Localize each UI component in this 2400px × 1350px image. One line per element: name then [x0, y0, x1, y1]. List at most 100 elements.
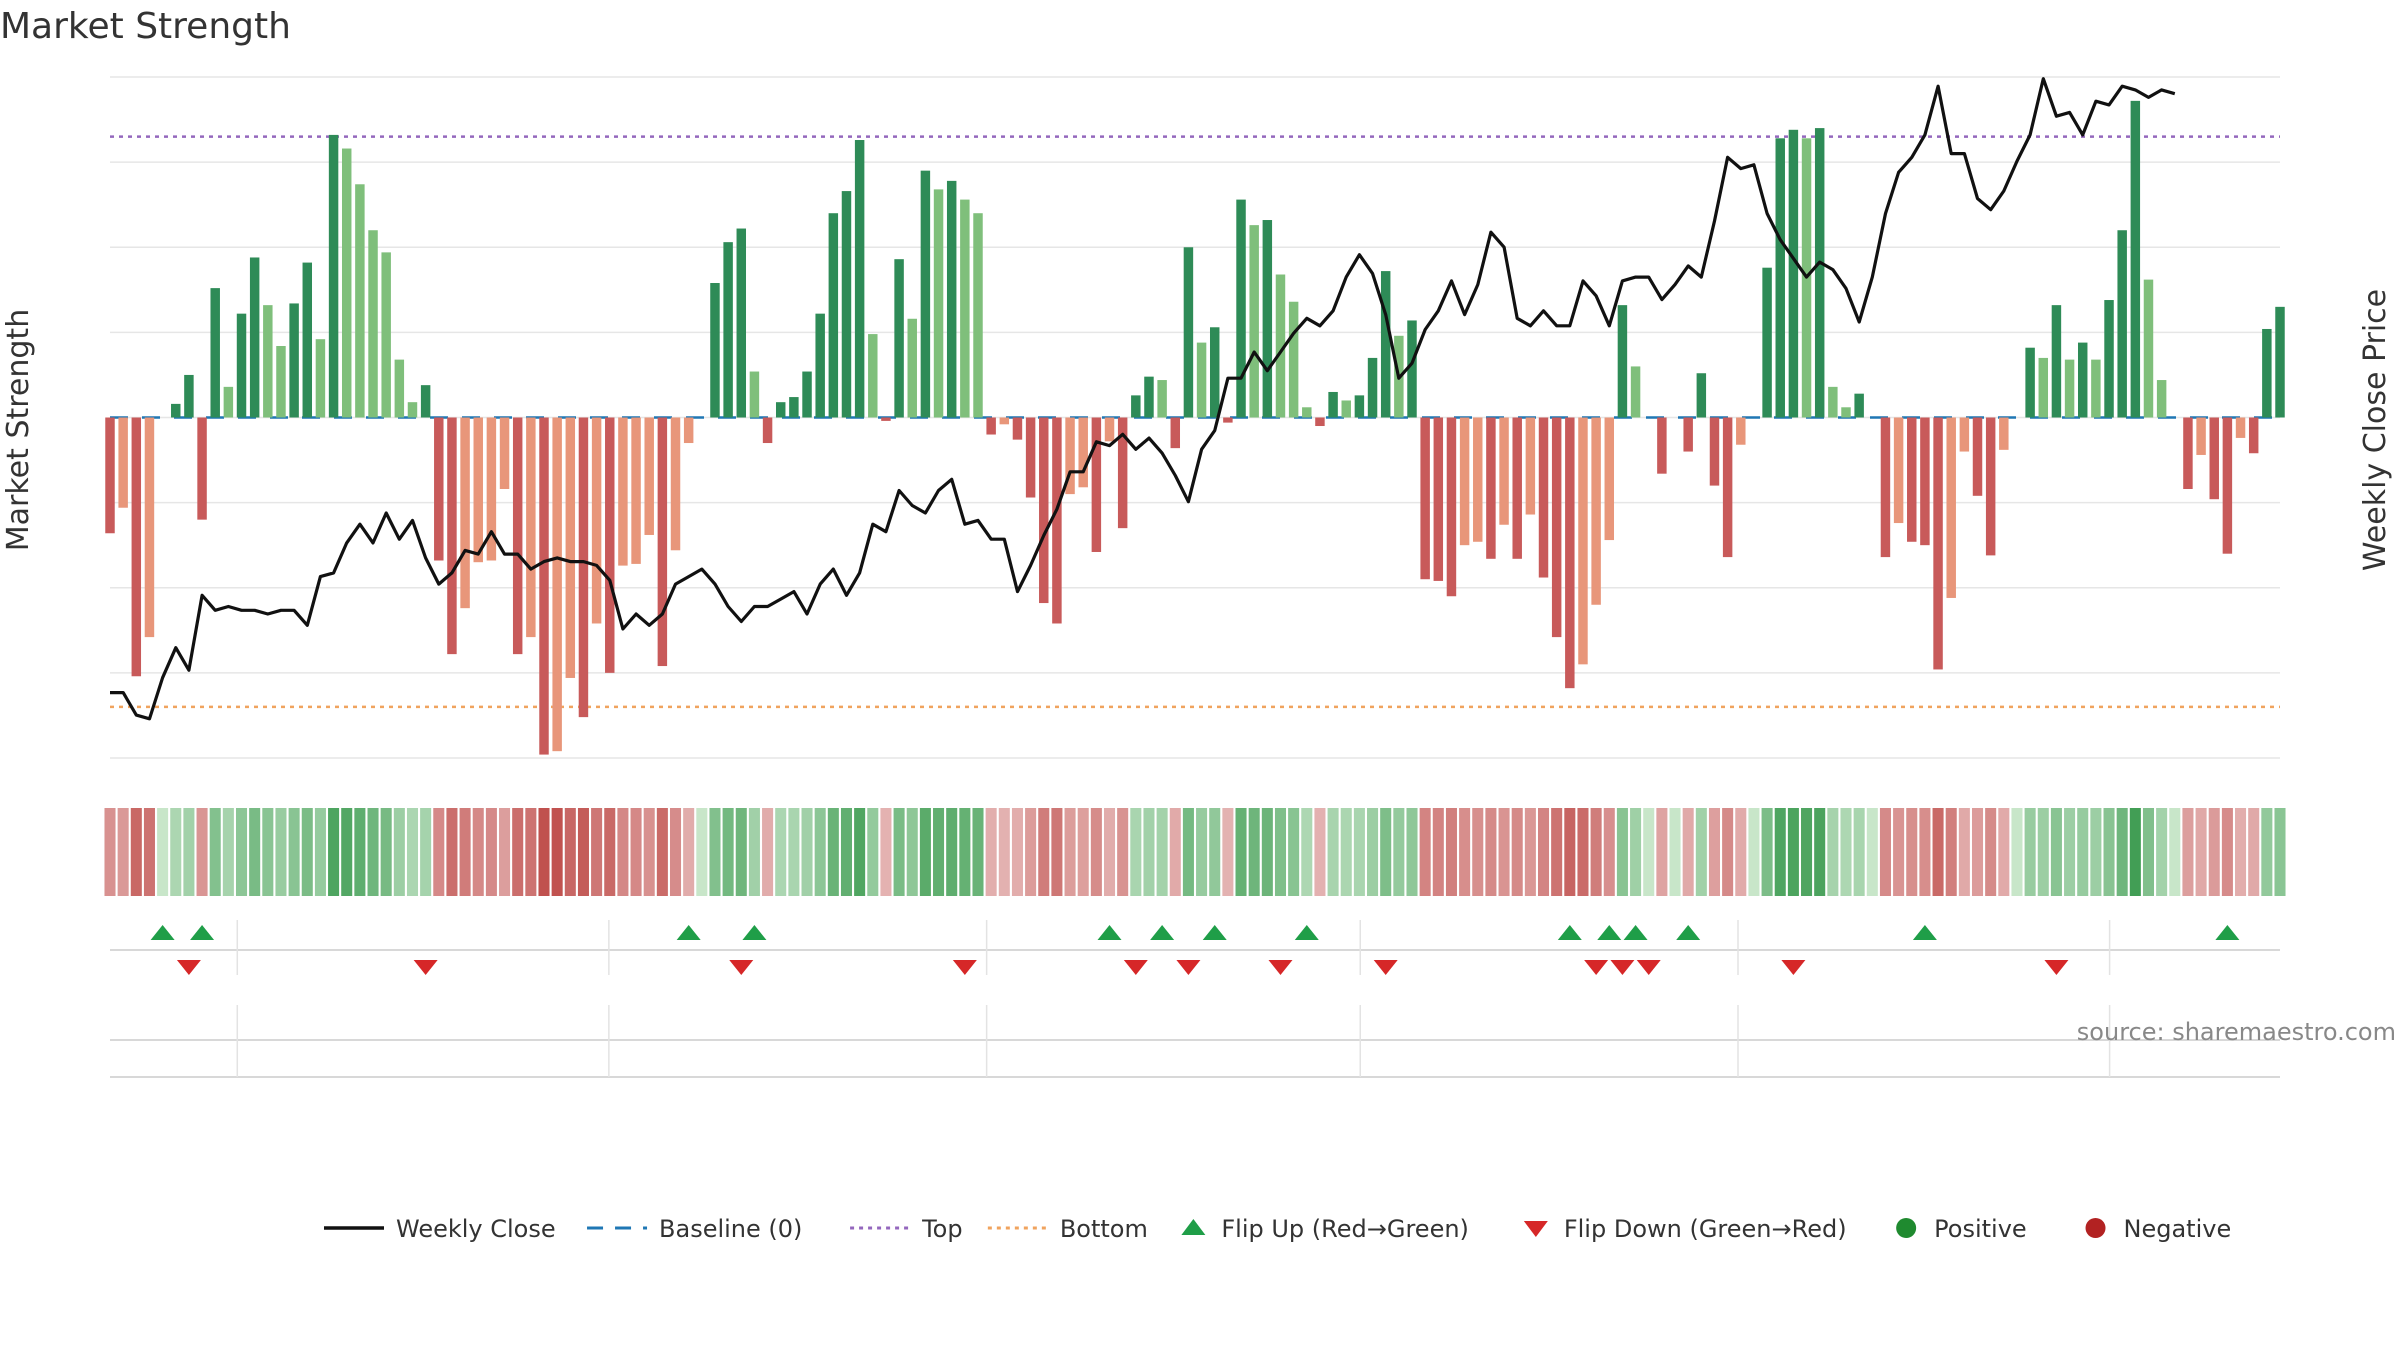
heatmap-cell: [196, 808, 208, 896]
heatmap-cell: [2037, 808, 2049, 896]
strength-bar: [1131, 395, 1141, 418]
heatmap-cell: [1906, 808, 1918, 896]
heatmap-cell: [314, 808, 326, 896]
heatmap-cell: [1616, 808, 1628, 896]
strength-bar: [2275, 306, 2285, 418]
heatmap-cell: [1866, 808, 1878, 896]
heatmap-cell: [748, 808, 760, 896]
heatmap-cell: [499, 808, 511, 896]
heatmap-cell: [946, 808, 958, 896]
heatmap-cell: [1708, 808, 1721, 896]
heatmap-cell: [525, 808, 537, 896]
flip-markers-panel: [110, 925, 2280, 1041]
heatmap-cell: [1603, 808, 1615, 896]
heatmap-cell: [1893, 808, 1905, 896]
flip-up-marker: [1912, 925, 1937, 940]
strength-bar: [1788, 129, 1799, 418]
heatmap-cell: [775, 808, 787, 896]
strength-bar: [1841, 407, 1851, 418]
heatmap-cell: [2064, 808, 2076, 896]
flip-down-marker: [1123, 960, 1148, 975]
heatmap-cell: [2050, 808, 2062, 896]
heatmap-cell: [1196, 808, 1208, 896]
heatmap-cell: [1669, 808, 1681, 896]
strength-bar: [1117, 417, 1128, 529]
strength-bar: [184, 374, 194, 418]
strength-bar: [1617, 305, 1628, 418]
strength-bar: [1722, 417, 1733, 558]
flip-up-marker: [676, 925, 701, 940]
flip-up-marker: [742, 925, 767, 940]
legend-swatch: [1896, 1218, 1917, 1238]
strength-bar: [1091, 417, 1102, 552]
heatmap-cell: [2221, 808, 2233, 896]
heatmap-cell: [2090, 808, 2102, 896]
strength-bar: [236, 313, 247, 418]
legend-swatch: [1181, 1219, 1206, 1235]
heatmap-cell: [854, 808, 866, 896]
strength-bar: [1959, 417, 1970, 452]
heatmap-cell: [1340, 808, 1352, 896]
strength-bar: [1275, 274, 1286, 418]
strength-bar: [946, 180, 957, 418]
heatmap-cell: [1314, 808, 1326, 896]
heatmap-cell: [420, 808, 432, 896]
heatmap-cell: [1156, 808, 1168, 896]
strength-bar: [1196, 342, 1207, 418]
strength-bar: [657, 417, 668, 667]
x-axis: [110, 920, 2280, 1078]
flip-up-marker: [1676, 925, 1701, 940]
heatmap-cell: [827, 808, 839, 896]
strength-bar: [355, 184, 365, 418]
strength-bar: [1920, 417, 1930, 546]
legend-label: Flip Down (Green→Red): [1564, 1215, 1847, 1243]
flip-down-marker: [729, 960, 754, 975]
strength-bar: [341, 148, 352, 418]
strength-bar: [802, 371, 812, 418]
heatmap-cell: [1393, 808, 1405, 896]
heatmap-cell: [1011, 808, 1023, 896]
heatmap-cell: [1682, 808, 1694, 896]
strength-bar: [1775, 138, 1785, 418]
heatmap-cell: [1406, 808, 1418, 896]
heatmap-cell: [328, 808, 340, 896]
strength-bar: [2130, 100, 2141, 418]
heatmap-cell: [341, 808, 353, 896]
strength-bar: [1078, 417, 1088, 488]
source-attribution: source: sharemaestro.com: [2077, 1018, 2396, 1046]
flip-down-marker: [1268, 960, 1293, 975]
strength-bar: [1459, 417, 1470, 546]
strength-bar: [420, 385, 431, 418]
heatmap-cell: [275, 808, 287, 896]
strength-bar: [1065, 417, 1075, 495]
heatmap-cell: [1103, 808, 1116, 896]
heatmap-cell: [288, 808, 300, 896]
heatmap-cell: [1656, 808, 1668, 896]
strength-bar: [881, 417, 891, 421]
heatmap-cell: [538, 808, 550, 896]
strength-bar: [1223, 417, 1233, 423]
strength-bar: [210, 288, 220, 418]
strength-bar: [394, 359, 405, 418]
strength-bar: [1907, 417, 1917, 542]
strength-bar: [499, 417, 510, 489]
heatmap-cell: [1787, 808, 1799, 896]
strength-bar: [1302, 407, 1312, 418]
strength-bar: [1039, 417, 1049, 604]
strength-bar: [1288, 301, 1299, 418]
strength-bar: [1341, 400, 1351, 418]
strength-bar: [1972, 417, 1983, 496]
weekly-close-line: [110, 77, 2176, 721]
strength-bar: [854, 140, 865, 418]
price-series: [110, 77, 2176, 721]
strength-bar: [2117, 230, 2127, 418]
heatmap-cell: [643, 808, 655, 896]
flip-down-marker: [1176, 960, 1201, 975]
strength-bar: [1433, 417, 1444, 581]
heatmap-cell: [1143, 808, 1155, 896]
heatmap-cell: [2169, 808, 2181, 896]
flip-down-marker: [176, 960, 201, 975]
heatmap-cell: [1038, 808, 1050, 896]
strength-bar: [1380, 271, 1391, 418]
heatmap-cell: [959, 808, 971, 896]
